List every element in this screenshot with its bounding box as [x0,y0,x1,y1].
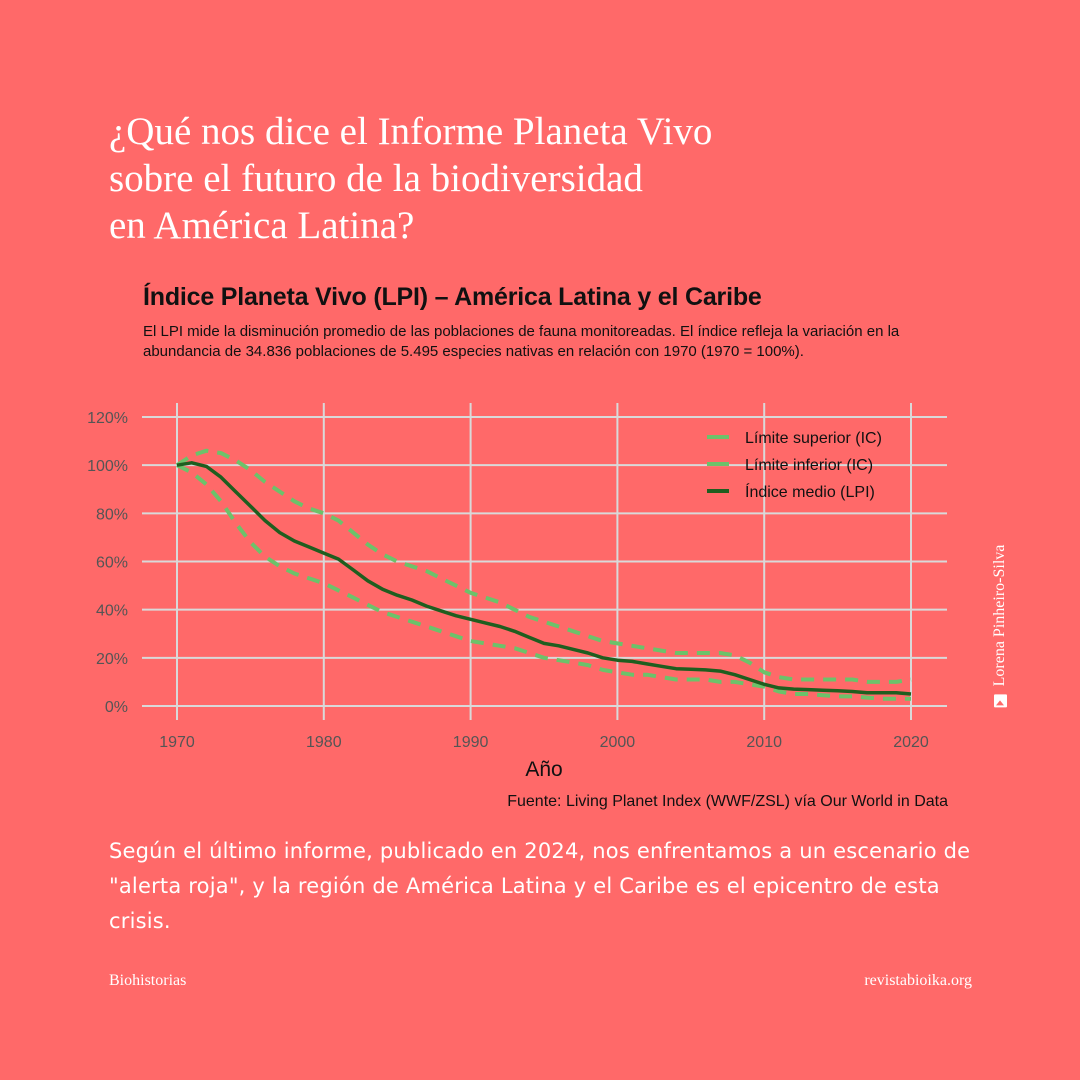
y-tick-label: 40% [96,603,128,620]
y-tick-label: 120% [87,410,128,427]
lower-bound-line [176,463,911,701]
legend-item: Límite superior (IC) [745,430,882,447]
x-axis-label: Año [525,758,562,781]
y-tick-label: 60% [96,555,128,572]
footer-website-link[interactable]: revistabioika.org [864,972,972,989]
body-paragraph: Según el último informe, publicado en 20… [109,839,971,933]
x-tick-label: 2020 [893,734,929,751]
footer-brand: Biohistorias [109,972,187,989]
x-tick-label: 2010 [746,734,782,751]
photo-credit: Lorena Pinheiro-Silva [991,545,1009,708]
x-axis-ticks: 1970 1980 1990 2000 2010 2020 [159,734,929,751]
headline-line-1: ¿Qué nos dice el Informe Planeta Vivo [109,110,713,153]
chart-series [175,448,912,701]
y-tick-label: 80% [96,506,128,523]
headline: ¿Qué nos dice el Informe Planeta Vivo so… [109,108,909,249]
legend-item: Índice medio (LPI) [745,482,875,501]
y-axis-ticks: 0% 20% 40% 60% 80% 100% 120% [87,410,128,716]
x-tick-label: 2000 [600,734,636,751]
y-tick-label: 20% [96,651,128,668]
x-tick-label: 1990 [453,734,489,751]
y-tick-label: 100% [87,458,128,475]
headline-line-3: en América Latina? [109,204,415,247]
chart-title: Índice Planeta Vivo (LPI) – América Lati… [143,283,762,311]
chart-subtitle: El LPI mide la disminución promedio de l… [143,323,900,360]
headline-line-2: sobre el futuro de la biodiversidad [109,157,643,200]
chart-legend: Límite superior (IC) Límite inferior (IC)… [707,430,882,501]
photo-credit-text: Lorena Pinheiro-Silva [991,544,1008,687]
x-tick-label: 1980 [306,734,342,751]
mean-index-line [176,461,912,696]
image-icon [993,694,1007,708]
y-tick-label: 0% [105,699,128,716]
upper-bound-line [175,448,912,684]
legend-item: Límite inferior (IC) [745,457,873,474]
chart-grid [142,403,947,720]
chart-source: Fuente: Living Planet Index (WWF/ZSL) ví… [507,793,948,810]
x-tick-label: 1970 [159,734,195,751]
